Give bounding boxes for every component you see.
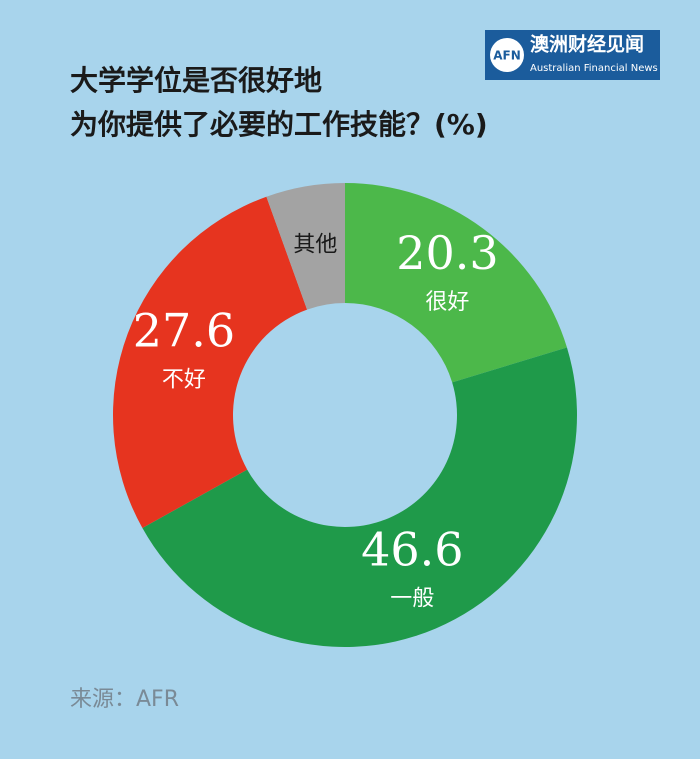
source: 来源：AFR [70,687,179,712]
category-label: 很好 [425,290,469,315]
donut-segment [142,347,578,648]
category-label: 不好 [162,368,206,393]
chart-title: 为你提供了必要的工作技能？(%) [70,108,488,141]
logo-english: Australian Financial News [530,63,658,74]
logo: AFN 澳洲财经见闻 Australian Financial News [485,30,660,80]
value-label: 20.3 [396,226,498,280]
logo-mark: AFN [493,49,521,63]
logo-name: 澳洲财经见闻 [530,33,644,56]
value-label: 27.6 [133,304,235,358]
donut-segment [345,183,567,383]
donut-segment [112,196,308,529]
value-label: 46.6 [361,522,463,576]
category-label: 一般 [390,586,434,611]
chart-title: 大学学位是否很好地 [70,64,322,97]
logo-circle [490,38,524,72]
category-label: 其他 [293,233,337,258]
donut: 20.3 很好 46.6 一般 27.6 不好 其他 [112,183,578,648]
donut-segment [266,183,345,310]
